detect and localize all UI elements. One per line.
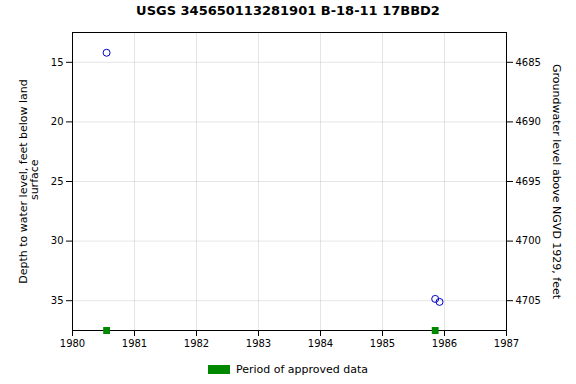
svg-text:Depth to water level, feet bel: Depth to water level, feet below land su… [17,79,41,284]
svg-text:1982: 1982 [184,338,209,349]
html-text:Period of approved data: Period of approved data [235,362,369,376]
svg-text:1987: 1987 [494,338,519,349]
svg-text:20: 20 [51,116,64,127]
svg-text:Groundwater level above NGVD 1: Groundwater level above NGVD 1929, feet [550,64,563,300]
svg-text:1984: 1984 [308,338,333,349]
svg-text:15: 15 [51,57,64,68]
svg-text:1980: 1980 [60,338,85,349]
svg-text:30: 30 [51,235,64,246]
svg-text:25: 25 [51,176,64,187]
html-text:USGS 345650113281901 B-18-11 1: USGS 345650113281901 B-18-11 17BBD2 [136,3,440,18]
svg-text:4690: 4690 [516,116,541,127]
svg-text:1983: 1983 [246,338,271,349]
svg-text:4695: 4695 [516,176,541,187]
svg-text:4705: 4705 [516,295,541,306]
svg-text:1986: 1986 [432,338,457,349]
svg-text:4700: 4700 [516,235,541,246]
svg-text:1981: 1981 [122,338,147,349]
svg-text:35: 35 [51,295,64,306]
svg-text:1985: 1985 [370,338,395,349]
svg-text:4685: 4685 [516,57,541,68]
